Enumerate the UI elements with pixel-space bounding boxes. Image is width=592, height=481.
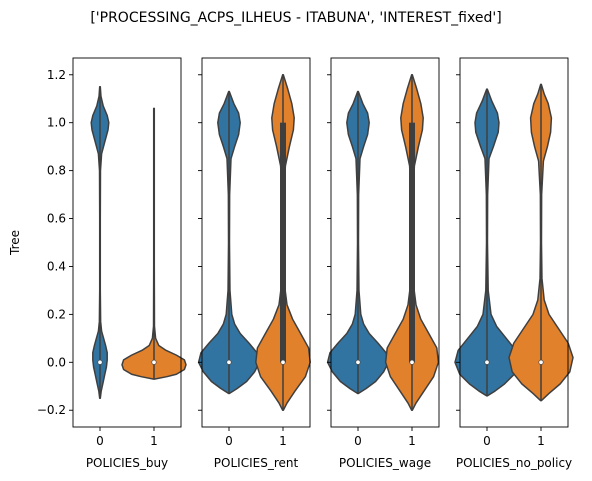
x-tick-label: 1 [150, 434, 158, 448]
panel-1: −0.2 0.0 0.2 0.4 0.6 0.8 1.0 1.2 0 1 POLICIES_buy [37, 57, 187, 470]
axes-frame-3 [330, 57, 440, 428]
y-tick-label: −0.2 [37, 403, 66, 417]
axes-frame-2 [201, 57, 311, 428]
x-axis-title-4: POLICIES_no_policy [456, 456, 572, 470]
x-tick-label: 1 [408, 434, 416, 448]
y-tick-label: 1.0 [47, 116, 66, 130]
panels: −0.2 0.0 0.2 0.4 0.6 0.8 1.0 1.2 0 1 POLICIES_buy 0… [37, 57, 574, 470]
x-axis-title-3: POLICIES_wage [339, 456, 431, 470]
x-tick-label: 1 [537, 434, 545, 448]
y-tick-label: 0.0 [47, 355, 66, 369]
panel-2: 0 1 POLICIES_rent [197, 57, 311, 470]
x-tick-label: 0 [225, 434, 233, 448]
y-tick-label: 0.2 [47, 307, 66, 321]
iqr-box-3-cat-1 [409, 122, 415, 363]
median-marker-4-cat-0 [484, 359, 490, 365]
x-axis-title-2: POLICIES_rent [214, 456, 299, 470]
y-axis-title: Tree [8, 230, 22, 256]
median-marker-3-cat-1 [409, 359, 415, 365]
panel-4: 0 1 POLICIES_no_policy [454, 57, 574, 470]
x-tick-label: 0 [354, 434, 362, 448]
x-tick-label: 0 [483, 434, 491, 448]
median-marker-4-cat-1 [538, 359, 544, 365]
median-marker-2-cat-0 [226, 359, 232, 365]
median-marker-3-cat-0 [355, 359, 361, 365]
x-axis-title-1: POLICIES_buy [86, 456, 168, 470]
median-marker-2-cat-1 [280, 359, 286, 365]
axes-frame-1 [72, 57, 182, 428]
figure-title: ['PROCESSING_ACPS_ILHEUS - ITABUNA', 'IN… [90, 10, 501, 26]
y-tick-label: 0.8 [47, 164, 66, 178]
panel-3: 0 1 POLICIES_wage [326, 57, 440, 470]
y-tick-label: 0.6 [47, 212, 66, 226]
x-tick-label: 0 [96, 434, 104, 448]
median-marker-1-cat-1 [151, 359, 157, 365]
iqr-box-2-cat-1 [280, 122, 286, 363]
y-tick-label: 0.4 [47, 259, 66, 273]
x-tick-label: 1 [279, 434, 287, 448]
y-tick-label: 1.2 [47, 68, 66, 82]
axes-frame-4 [459, 57, 569, 428]
median-marker-1-cat-0 [97, 359, 103, 365]
